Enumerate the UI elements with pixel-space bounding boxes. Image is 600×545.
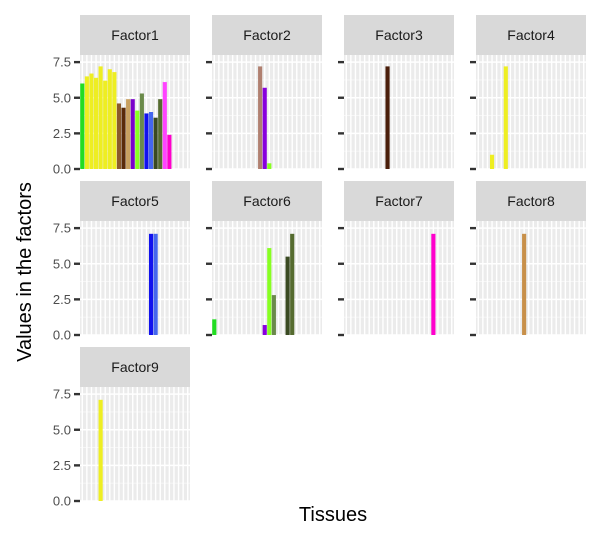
bar-factor4-3 <box>489 154 495 169</box>
facet-panel-factor3: Factor3 <box>338 15 454 171</box>
facet-title: Factor2 <box>243 27 291 43</box>
y-tick-label: 7.5 <box>53 55 71 70</box>
bar-factor1-12 <box>135 110 140 169</box>
y-tick-label: 2.5 <box>53 458 71 473</box>
bar-factor1-11 <box>130 99 135 169</box>
bar-factor1-9 <box>121 107 126 169</box>
facet-panel-factor8: Factor8 <box>470 181 586 337</box>
bar-factor5-16 <box>153 233 158 335</box>
bar-factor1-16 <box>153 117 158 169</box>
x-axis-title: Tissues <box>299 504 367 526</box>
bar-factor1-1 <box>84 76 89 170</box>
facet-title: Factor5 <box>111 193 159 209</box>
y-tick-label: 0.0 <box>53 494 71 509</box>
y-tick-label: 2.5 <box>53 126 71 141</box>
y-tick-label: 5.0 <box>53 256 71 271</box>
bar-factor6-12 <box>267 248 272 335</box>
y-tick-label: 5.0 <box>53 90 71 105</box>
bar-factor1-7 <box>112 72 117 169</box>
y-tick-label: 5.0 <box>53 422 71 437</box>
facet-strip <box>344 181 454 221</box>
facet-strip <box>212 181 322 221</box>
facet-strip <box>344 15 454 55</box>
y-tick-label: 0.0 <box>53 328 71 343</box>
facet-strip <box>80 15 190 55</box>
facet-panel-factor5: Factor5 0.0 2.5 5.0 7.5 <box>53 181 190 343</box>
y-tick-label: 7.5 <box>53 387 71 402</box>
facet-title: Factor6 <box>243 193 291 209</box>
bar-factor1-2 <box>89 73 94 169</box>
y-axis-title: Values in the factors <box>14 182 36 362</box>
bar-factor5-15 <box>148 233 154 335</box>
facet-panel-factor1: Factor1 0.0 2.5 5.0 7.5 <box>53 15 190 177</box>
panel-background <box>344 55 454 169</box>
facet-strip <box>80 181 190 221</box>
bar-factor6-16 <box>285 256 290 336</box>
facet-strip <box>212 15 322 55</box>
panel-background <box>80 55 190 169</box>
bar-factor1-10 <box>126 99 131 169</box>
bar-factor1-17 <box>158 99 163 169</box>
bar-factor6-0 <box>212 319 217 335</box>
facet-strip <box>476 181 586 221</box>
bar-factor1-3 <box>93 77 99 169</box>
bar-factor1-6 <box>107 69 112 169</box>
facet-title: Factor4 <box>507 27 555 43</box>
y-tick-label: 2.5 <box>53 292 71 307</box>
bar-factor1-5 <box>103 80 108 169</box>
facet-panel-factor7: Factor7 <box>338 181 454 337</box>
panel-background <box>80 387 190 501</box>
panel-background <box>476 55 586 169</box>
facet-title: Factor1 <box>111 27 159 43</box>
bar-factor2-10 <box>258 66 263 169</box>
panel-background <box>212 55 322 169</box>
bar-factor3-9 <box>385 66 390 169</box>
panel-background <box>80 221 190 335</box>
y-tick-label: 0.0 <box>53 162 71 177</box>
bar-factor1-13 <box>139 93 144 169</box>
facet-title: Factor3 <box>375 27 423 43</box>
facet-panel-factor9: Factor9 0.0 2.5 5.0 7.5 <box>53 347 190 509</box>
facet-panels: Factor1 0.0 2.5 5.0 7.5 Factor2 Factor3 Factor4… <box>53 15 586 509</box>
bar-factor1-0 <box>80 83 85 169</box>
facet-strip <box>80 347 190 387</box>
facet-panel-factor2: Factor2 <box>206 15 322 171</box>
bar-factor8-10 <box>522 233 527 335</box>
bar-factor4-6 <box>503 66 508 169</box>
facet-panel-factor4: Factor4 <box>470 15 586 171</box>
facet-title: Factor8 <box>507 193 555 209</box>
facet-panel-factor6: Factor6 <box>206 181 322 337</box>
facet-title: Factor9 <box>111 359 159 375</box>
bar-factor1-19 <box>167 134 172 169</box>
bar-factor2-11 <box>262 87 267 169</box>
bar-factor6-13 <box>271 295 276 335</box>
bar-factor6-17 <box>290 233 295 335</box>
panel-background <box>476 221 586 335</box>
facet-title: Factor7 <box>375 193 423 209</box>
panel-background <box>212 221 322 335</box>
bar-factor1-15 <box>148 112 154 169</box>
y-tick-label: 7.5 <box>53 221 71 236</box>
bar-factor6-11 <box>262 325 267 335</box>
panel-background <box>344 221 454 335</box>
bar-factor7-19 <box>431 233 436 335</box>
facet-strip <box>476 15 586 55</box>
bar-factor1-4 <box>98 66 103 169</box>
bar-factor1-18 <box>162 82 167 169</box>
bar-factor9-4 <box>98 399 103 501</box>
bar-factor1-8 <box>116 103 122 169</box>
bar-factor1-14 <box>144 113 149 169</box>
bar-factor2-12 <box>267 163 272 169</box>
